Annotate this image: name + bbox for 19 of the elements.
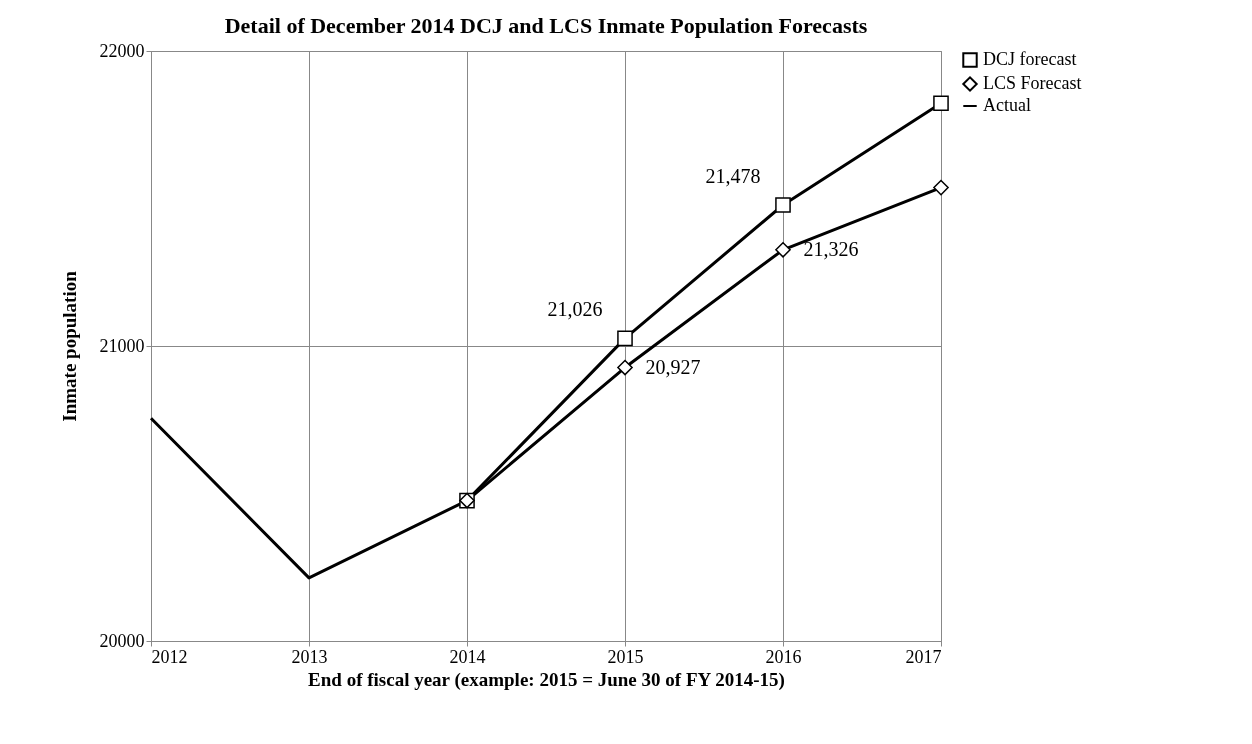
legend-label: LCS Forecast	[983, 73, 1082, 93]
y-tick-label: 22000	[99, 40, 145, 61]
data-label: 21,326	[803, 237, 859, 260]
x-axis-title: End of fiscal year (example: 2015 = June 30 of FY 2014-15)	[308, 668, 785, 691]
x-tick-label: 2017	[905, 646, 942, 667]
data-label: 20,927	[645, 355, 701, 378]
x-tick-label: 2014	[449, 646, 486, 667]
y-tick-label: 21000	[99, 335, 145, 356]
x-tick-label: 2016	[765, 646, 802, 667]
y-tick-label: 20000	[99, 630, 145, 651]
chart-title: Detail of December 2014 DCJ and LCS Inmate Population Forecasts	[224, 13, 868, 38]
x-tick-label: 2015	[607, 646, 644, 667]
data-label: 21,478	[705, 164, 761, 187]
x-tick-label: 2013	[291, 646, 328, 667]
y-axis-title: Inmate population	[58, 270, 80, 422]
legend-label: Actual	[983, 95, 1031, 115]
x-tick-label: 2012	[151, 646, 188, 667]
data-label: 21,026	[547, 298, 603, 321]
legend-label: DCJ forecast	[983, 49, 1077, 69]
